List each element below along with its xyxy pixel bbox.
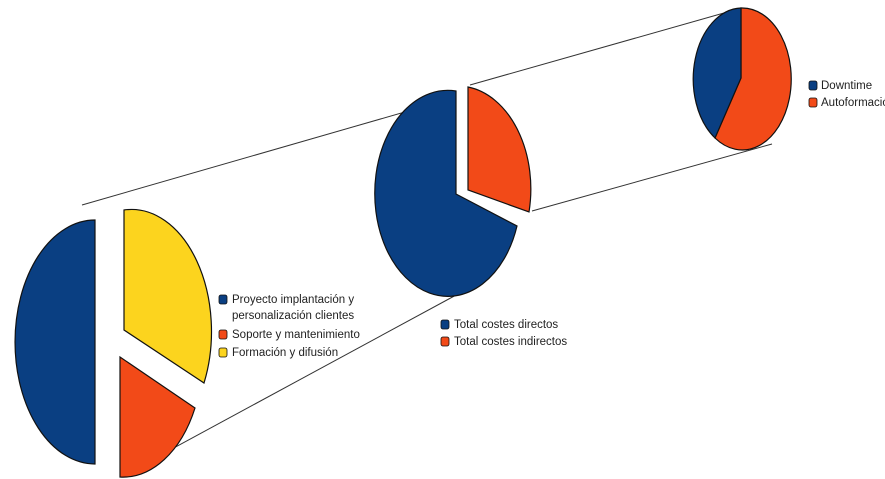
legend-swatch-formacion [218,347,228,358]
legend-swatch-downtime [808,80,818,91]
legend-swatch-proyecto [218,294,228,305]
pie3-slice-autoformacion [714,7,792,151]
legend-swatch-autoformacion [808,97,818,108]
pie-chart-2 [374,86,532,297]
legend-label-formacion: Formación y difusión [232,347,338,359]
pie2-slice-indirectos [467,86,532,213]
connector-line-top-right [469,8,739,86]
legend-pie-3: Downtime Autoformación [808,80,885,109]
legend-pie-1: Proyecto implantación y personalización … [218,294,360,359]
legend-label-proyecto-line1: Proyecto implantación y [232,294,354,306]
legend-label-directos: Total costes directos [454,319,558,331]
pie1-slice-formacion [123,208,213,384]
pie1-slice-soporte [119,355,196,478]
legend-swatch-directos [440,319,450,330]
legend-swatch-indirectos [440,336,450,347]
connector-line-bottom-right [531,143,773,212]
pie2-slice-directos [374,89,518,297]
legend-swatch-soporte [218,329,228,340]
pie-chart-3 [692,7,792,151]
pie-chart-1 [14,208,213,478]
legend-pie-2: Total costes directos Total costes indir… [440,319,567,348]
connector-line-top-left [81,102,437,206]
pie1-slice-proyecto [14,219,96,465]
legend-label-autoformacion: Autoformación [821,97,885,109]
legend-label-indirectos: Total costes indirectos [454,336,567,348]
connector-line-bottom-left [121,293,459,477]
legend-label-downtime: Downtime [821,80,872,92]
pie3-slice-downtime [692,7,742,140]
connector-lines [81,8,773,477]
legend-label-proyecto-line2: personalización clientes [232,310,354,322]
legend-label-soporte: Soporte y mantenimiento [232,329,360,341]
